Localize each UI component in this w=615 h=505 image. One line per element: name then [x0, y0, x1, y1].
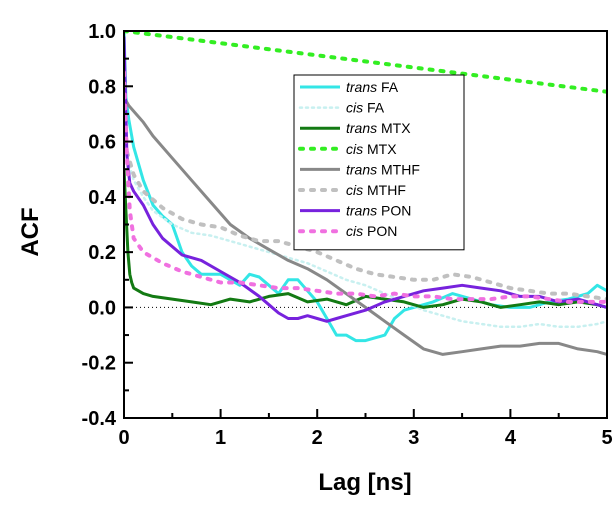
y-tick-label: 0.2 — [88, 242, 116, 264]
x-tick-label: 3 — [408, 427, 419, 449]
y-tick-label: -0.2 — [82, 353, 116, 375]
y-tick-label: 0.4 — [88, 187, 117, 209]
series-line-trans-mthf — [124, 96, 607, 356]
x-tick-label: 2 — [312, 427, 323, 449]
series-line-trans-pon — [124, 36, 607, 323]
x-tick-label: 4 — [505, 427, 517, 449]
y-axis-title: ACF — [17, 207, 44, 256]
legend-entry-label: cis FA — [346, 100, 385, 116]
x-tick-label: 1 — [215, 427, 226, 449]
y-tick-label: 0.0 — [88, 297, 116, 319]
legend-entry-label: cis MTHF — [346, 182, 406, 198]
series-line-cis-mtx — [124, 31, 607, 94]
legend-entry-label: trans FA — [346, 79, 399, 95]
y-tick-label: -0.4 — [82, 408, 117, 430]
series-line-cis-pon — [124, 70, 607, 304]
x-tick-label: 5 — [601, 427, 612, 449]
series-line-cis-mthf — [124, 139, 607, 302]
legend-entry-label: cis PON — [346, 223, 397, 239]
legend-entry-label: trans PON — [346, 203, 411, 219]
axes-layer: 0 1 2 3 4 5 -0.4 -0.2 0.0 0.2 0.4 0.6 0.8 1.0 — [82, 21, 613, 449]
x-tick-label: 0 — [118, 427, 129, 449]
series-line-trans-mtx — [124, 169, 607, 309]
legend-entry-label: cis MTX — [346, 141, 397, 157]
legend-entry-label: trans MTX — [346, 120, 411, 136]
legend-box — [293, 74, 465, 251]
x-axis-title: Lag [ns] — [318, 469, 411, 496]
legend: trans FA cis FA trans MTX cis MTX trans MTHF… — [293, 74, 465, 251]
series-layer — [124, 31, 607, 356]
y-tick-label: 0.6 — [88, 132, 116, 154]
y-tick-label: 0.8 — [88, 76, 116, 98]
y-tick-label: 1.0 — [88, 21, 116, 43]
legend-entry-label: trans MTHF — [346, 161, 420, 177]
series-line-cis-fa — [124, 134, 607, 329]
